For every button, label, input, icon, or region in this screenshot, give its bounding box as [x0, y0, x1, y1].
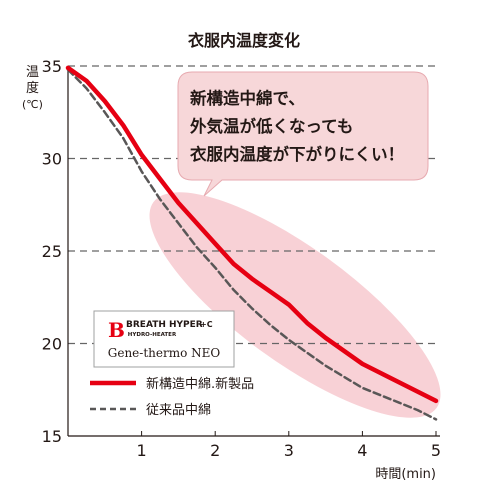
- y-axis-label: 温度(℃): [22, 65, 43, 111]
- y-tick-25: 25: [42, 242, 62, 261]
- logo-frame: [93, 310, 235, 368]
- callout-bubble: 新構造中綿で、 外気温が低くなっても 衣服内温度が下がりにくい！: [177, 71, 429, 197]
- x-tick-5: 5: [431, 441, 441, 460]
- y-tick-35: 35: [42, 57, 62, 76]
- x-tick-labels: 1 2 3 4 5: [137, 431, 441, 460]
- x-axis-label: 時間(min): [375, 467, 436, 482]
- callout-shape: [177, 71, 429, 197]
- y-tick-labels: 15 20 25 30 35: [42, 57, 62, 446]
- series-line-new: [65, 65, 439, 404]
- callout-line-2: 外気温が低くなっても: [190, 116, 353, 136]
- logo-brand-sub: HYDRO-HEATER: [128, 332, 177, 338]
- y-axis-label-text: 温度(℃): [22, 65, 43, 111]
- x-tick-4: 4: [357, 441, 367, 460]
- legend-label-old: 従来品中綿: [146, 403, 211, 418]
- series-group: [65, 65, 439, 421]
- callout-line-3: 衣服内温度が下がりにくい！: [190, 144, 404, 164]
- legend-label-new: 新構造中綿.新製品: [146, 376, 254, 392]
- logo-brand-suffix: +C: [200, 320, 213, 329]
- logo-brand-name: BREATH HYPER: [126, 320, 203, 330]
- legend: 新構造中綿.新製品 従来品中綿: [90, 376, 254, 418]
- chart-title: 衣服内温度変化: [188, 31, 300, 50]
- y-tick-20: 20: [42, 335, 62, 354]
- logo-letter: B: [108, 318, 125, 342]
- callout-line-1: 新構造中綿で、: [190, 88, 305, 108]
- x-tick-1: 1: [137, 441, 147, 460]
- series-line-old: [66, 68, 438, 421]
- x-tick-3: 3: [284, 441, 294, 460]
- logo-product: Gene-thermo NEO: [108, 346, 221, 360]
- y-tick-30: 30: [42, 150, 62, 169]
- x-tick-2: 2: [210, 441, 220, 460]
- y-tick-15: 15: [42, 427, 62, 446]
- brand-logo: B BREATH HYPER +C HYDRO-HEATER Gene-ther…: [93, 310, 235, 368]
